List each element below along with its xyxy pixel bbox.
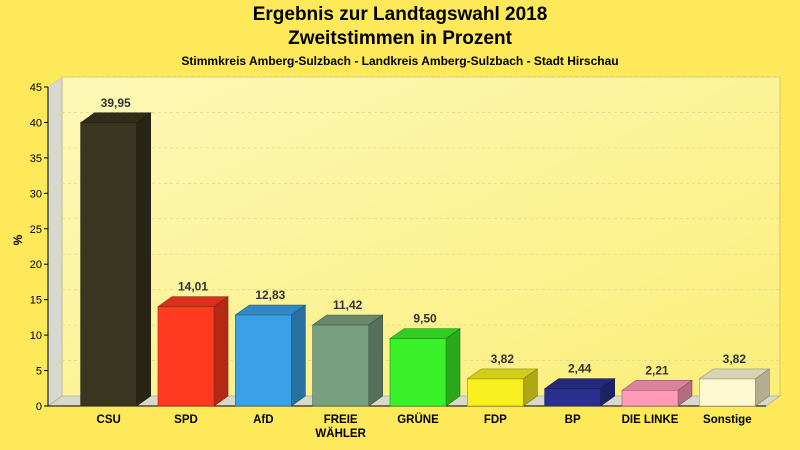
gridline-side — [47, 360, 63, 371]
y-tick-label: 0 — [36, 401, 42, 413]
bar-afd — [234, 304, 307, 407]
bar-front — [699, 378, 756, 407]
bar-front — [80, 122, 137, 407]
bar-grüne — [389, 328, 461, 407]
chart-title-line2: Zweitstimmen in Prozent — [288, 28, 512, 49]
bar-front — [157, 306, 215, 407]
gridline-side — [47, 183, 63, 194]
bar-side — [291, 304, 306, 407]
bar-side — [368, 314, 383, 407]
bar-value-label: 9,50 — [413, 312, 437, 326]
bar-value-label: 2,21 — [645, 363, 669, 377]
gridline-side — [47, 289, 63, 300]
x-category-label: WÄHLER — [315, 427, 366, 440]
x-category-label: FREIE — [324, 414, 358, 426]
bar-freie-wähler — [311, 314, 384, 407]
bar-side — [445, 328, 461, 407]
y-tick-label: 15 — [30, 295, 42, 307]
x-category-label: FDP — [484, 414, 507, 426]
bar-value-label: 3,82 — [491, 352, 515, 366]
y-tick-label: 20 — [30, 259, 42, 271]
bar-value-label: 3,82 — [723, 352, 747, 366]
bar-sonstige — [698, 368, 771, 407]
bar-fdp — [466, 368, 539, 407]
bar-value-label: 2,44 — [568, 362, 592, 376]
x-category-label: GRÜNE — [397, 413, 439, 426]
y-tick-label: 25 — [30, 224, 42, 236]
bar-spd — [157, 296, 229, 407]
bar-side — [136, 112, 151, 407]
x-category-label: DIE LINKE — [622, 414, 679, 426]
chart-subtitle: Stimmkreis Amberg-Sulzbach - Landkreis A… — [181, 54, 619, 68]
bar-front — [389, 338, 447, 407]
x-category-label: Sonstige — [703, 414, 752, 426]
gridline-side — [47, 253, 63, 265]
gridline-side — [47, 147, 63, 159]
bar-front — [467, 378, 524, 407]
bar-csu — [79, 112, 152, 407]
x-category-label: CSU — [97, 414, 121, 426]
gridline-side — [47, 76, 63, 88]
gridline-side — [47, 112, 63, 123]
bar-value-label: 39,95 — [101, 96, 131, 110]
gridline-side — [47, 218, 63, 230]
bar-value-label: 12,83 — [255, 288, 285, 302]
y-tick-label: 35 — [30, 153, 42, 165]
y-tick-label: 30 — [30, 188, 42, 200]
x-category-label: AfD — [253, 414, 273, 426]
bar-front — [544, 388, 601, 407]
y-tick-label: 45 — [30, 82, 42, 94]
gridline-side — [47, 324, 63, 336]
bar-front — [312, 324, 369, 407]
bar-front — [621, 390, 679, 407]
bar-die-linke — [621, 379, 693, 407]
y-tick-label: 40 — [30, 117, 42, 129]
bar-value-label: 14,01 — [178, 280, 208, 294]
x-category-label: BP — [565, 414, 581, 426]
chart-title-line1: Ergebnis zur Landtagswahl 2018 — [252, 4, 548, 25]
bar-side — [213, 296, 229, 407]
x-category-label: SPD — [174, 414, 198, 426]
bar-front — [235, 314, 292, 407]
bar-bp — [543, 378, 616, 407]
plot-left-wall — [47, 76, 63, 407]
y-axis-label: % — [11, 234, 25, 245]
bar-value-label: 11,42 — [333, 298, 363, 312]
y-tick-label: 10 — [30, 330, 42, 342]
y-tick-label: 5 — [36, 366, 42, 378]
